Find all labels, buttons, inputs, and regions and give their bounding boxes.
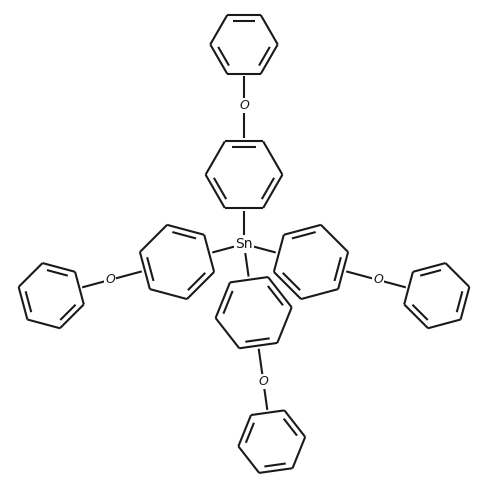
Text: Sn: Sn — [235, 237, 253, 251]
Text: O: O — [239, 99, 249, 112]
Text: O: O — [105, 273, 115, 286]
Text: O: O — [373, 273, 383, 286]
Text: O: O — [258, 375, 268, 388]
